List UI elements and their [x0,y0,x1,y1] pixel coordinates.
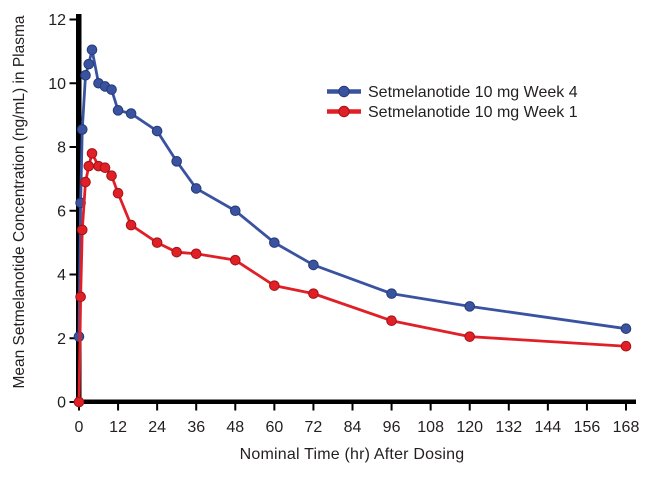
data-point [112,187,124,199]
data-point [83,58,95,70]
data-point [269,280,280,291]
x-tick-label: 48 [226,419,244,436]
x-tick-label: 60 [265,419,283,436]
data-point [464,301,476,312]
data-point [308,259,319,271]
data-point [386,315,397,327]
y-tick-label: 2 [57,331,66,348]
data-point [83,160,95,172]
data-point [99,162,111,174]
data-point [76,124,88,135]
series-points-1 [73,44,632,342]
data-point [171,246,182,258]
data-point [151,125,163,137]
x-axis-title: Nominal Time (hr) After Dosing [240,446,465,463]
legend-item: Setmelanotide 10 mg Week 4 [327,84,578,101]
data-point [125,108,137,119]
y-tick-label: 10 [48,76,66,93]
data-point [620,340,632,352]
data-point [80,69,91,81]
x-tick-label: 36 [187,419,205,436]
data-point [269,237,280,248]
data-point [73,396,85,408]
legend-label: Setmelanotide 10 mg Week 1 [368,104,578,121]
data-point [80,176,91,188]
legend-label: Setmelanotide 10 mg Week 4 [368,84,578,101]
series-line-2 [77,151,628,404]
data-point [106,84,117,95]
y-axis-line [76,14,82,404]
x-tick-label: 144 [535,419,562,436]
legend-marker [338,105,350,118]
y-tick-label: 0 [57,395,66,412]
y-tick-label: 12 [48,12,66,29]
data-point [190,248,202,260]
x-tick-label: 84 [344,419,362,436]
data-point [75,291,86,303]
data-point [76,224,88,236]
x-tick-label: 120 [456,419,483,436]
data-point [229,254,241,266]
y-tick-label: 6 [57,203,66,220]
x-tick-label: 0 [75,419,84,436]
data-point [106,170,117,181]
data-point [151,237,163,248]
legend-item: Setmelanotide 10 mg Week 1 [327,104,578,121]
data-point [125,219,137,231]
data-point [620,323,632,334]
x-tick-label: 108 [417,419,444,436]
x-tick-label: 168 [613,419,640,436]
x-tick-label: 156 [574,419,601,436]
data-point [386,288,397,299]
y-tick-label: 8 [57,140,66,157]
legend: Setmelanotide 10 mg Week 4 Setmelanotide … [327,84,578,121]
data-point [190,183,202,194]
data-point [86,44,98,56]
data-point [112,105,124,116]
data-point [308,288,319,299]
data-point [171,156,182,167]
x-tick-label: 132 [495,419,522,436]
data-point [86,148,98,159]
x-tick-label: 96 [383,419,401,436]
y-tick-label: 4 [57,267,66,284]
x-tick-label: 72 [305,419,323,436]
x-tick-label: 24 [148,419,166,436]
x-tick-label: 12 [109,419,127,436]
y-axis-title: Mean Setmelanotide Concentration (ng/mL)… [11,15,28,388]
data-point [229,205,241,217]
legend-marker [338,85,350,98]
series-points-2 [73,148,632,408]
x-axis-line [76,399,636,404]
data-point [464,331,476,342]
